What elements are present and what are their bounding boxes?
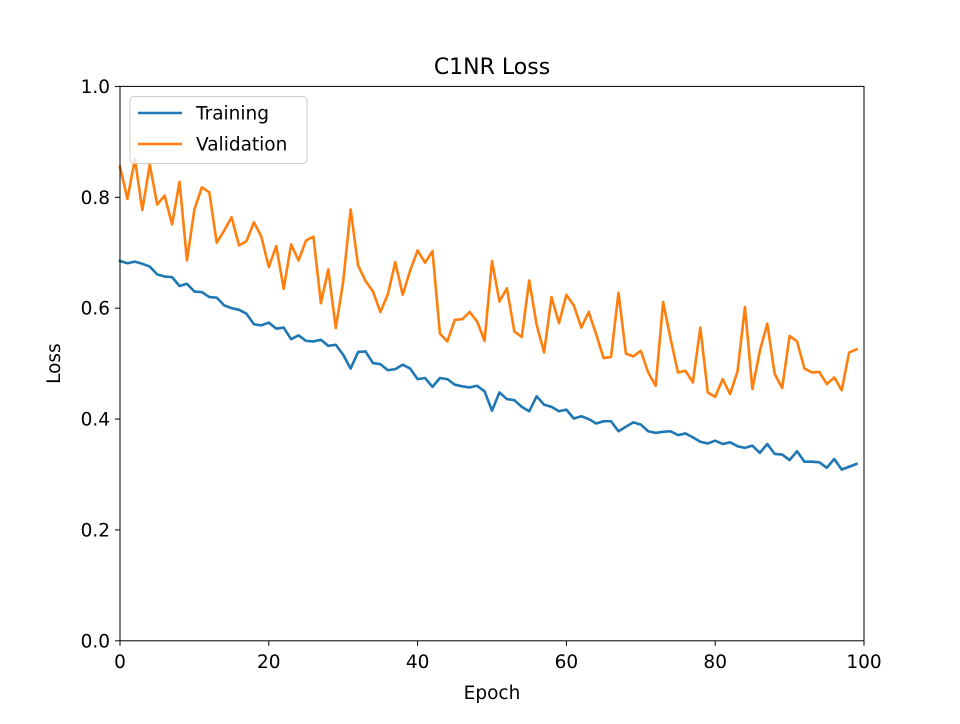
y-tick-label: 0.8	[81, 188, 110, 209]
x-axis: 0 20 40 60 80 100	[114, 640, 882, 673]
x-tick-label: 0	[114, 652, 126, 673]
y-tick-label: 0.0	[81, 631, 110, 652]
x-tick-label: 20	[257, 652, 281, 673]
series-layer	[118, 157, 859, 471]
x-tick-label: 80	[703, 652, 727, 673]
legend: Training Validation	[129, 96, 308, 164]
y-axis: 0.0 0.2 0.4 0.6 0.8 1.0	[81, 77, 120, 652]
y-tick-label: 0.6	[81, 299, 110, 320]
legend-label-training: Training	[195, 104, 269, 125]
x-tick-label: 40	[406, 652, 430, 673]
legend-label-validation: Validation	[196, 135, 287, 156]
x-tick-label: 60	[555, 652, 579, 673]
y-axis-label: Loss	[44, 343, 65, 384]
chart-title: C1NR Loss	[434, 55, 550, 80]
plot-frame	[119, 85, 865, 642]
x-axis-label: Epoch	[464, 683, 521, 704]
y-tick-label: 1.0	[81, 77, 110, 98]
x-tick-label: 100	[846, 652, 881, 673]
series-line-validation	[118, 157, 859, 399]
y-tick-label: 0.4	[81, 410, 110, 431]
y-tick-label: 0.2	[81, 520, 110, 541]
series-line-training	[118, 259, 859, 471]
